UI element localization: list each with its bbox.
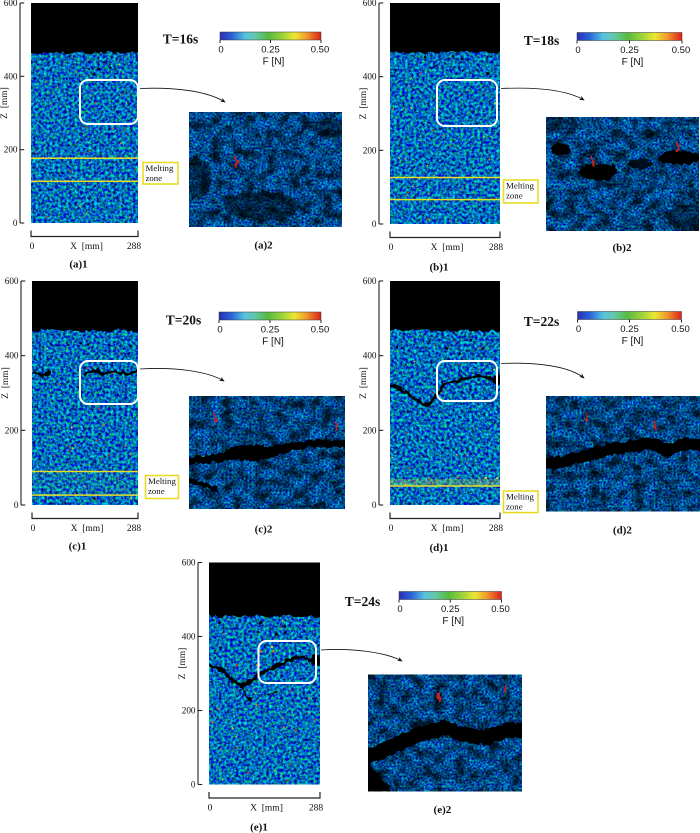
svg-text:288: 288 xyxy=(127,242,142,252)
svg-text:400: 400 xyxy=(182,632,196,642)
svg-text:400: 400 xyxy=(363,351,377,361)
svg-text:Melting: Melting xyxy=(506,492,534,502)
svg-text:Z [mm]: Z [mm] xyxy=(359,88,369,120)
svg-text:200: 200 xyxy=(363,145,377,155)
svg-text:288: 288 xyxy=(489,243,504,253)
svg-text:0.50: 0.50 xyxy=(491,604,510,615)
svg-text:0: 0 xyxy=(31,524,36,534)
svg-text:(d)2: (d)2 xyxy=(613,525,632,537)
svg-text:zone: zone xyxy=(506,191,523,201)
svg-text:X [mm]: X [mm] xyxy=(431,524,464,534)
svg-text:288: 288 xyxy=(127,524,142,534)
svg-text:F [N]: F [N] xyxy=(263,57,285,68)
svg-text:0: 0 xyxy=(191,780,196,790)
svg-text:Z [mm]: Z [mm] xyxy=(359,367,369,399)
svg-text:200: 200 xyxy=(4,145,18,155)
svg-text:0.50: 0.50 xyxy=(672,45,691,56)
svg-text:0: 0 xyxy=(13,218,18,228)
svg-text:0: 0 xyxy=(218,45,223,56)
svg-text:T=20s: T=20s xyxy=(166,313,201,328)
svg-text:Z [mm]: Z [mm] xyxy=(178,648,188,680)
svg-text:0: 0 xyxy=(576,324,581,335)
svg-text:X [mm]: X [mm] xyxy=(431,243,464,253)
svg-text:288: 288 xyxy=(489,524,504,534)
svg-text:600: 600 xyxy=(182,558,196,568)
svg-text:zone: zone xyxy=(506,502,523,512)
svg-text:X [mm]: X [mm] xyxy=(70,242,103,252)
svg-text:0: 0 xyxy=(389,524,394,534)
svg-text:0: 0 xyxy=(397,604,402,615)
svg-text:(a)1: (a)1 xyxy=(69,259,87,271)
svg-text:200: 200 xyxy=(5,425,19,435)
svg-text:T=24s: T=24s xyxy=(345,594,380,609)
svg-text:600: 600 xyxy=(4,0,18,8)
svg-text:T=18s: T=18s xyxy=(524,33,559,48)
svg-text:X [mm]: X [mm] xyxy=(71,524,104,534)
svg-text:(b)2: (b)2 xyxy=(613,242,632,254)
svg-text:Z [mm]: Z [mm] xyxy=(0,87,10,119)
svg-text:400: 400 xyxy=(5,351,19,361)
svg-text:(e)1: (e)1 xyxy=(250,822,268,833)
svg-text:Melting: Melting xyxy=(146,163,174,173)
svg-text:Z [mm]: Z [mm] xyxy=(1,367,11,399)
svg-text:zone: zone xyxy=(146,173,163,183)
svg-text:0.25: 0.25 xyxy=(620,45,639,56)
svg-text:600: 600 xyxy=(363,0,377,8)
svg-text:0: 0 xyxy=(372,219,377,229)
svg-text:(c)2: (c)2 xyxy=(255,523,273,535)
svg-text:0.50: 0.50 xyxy=(311,325,330,336)
svg-text:Melting: Melting xyxy=(148,476,176,486)
svg-text:288: 288 xyxy=(309,804,324,814)
svg-text:600: 600 xyxy=(5,276,19,286)
svg-text:F [N]: F [N] xyxy=(622,57,644,68)
svg-text:0: 0 xyxy=(217,325,222,336)
svg-text:(e)2: (e)2 xyxy=(434,804,452,816)
svg-text:0.25: 0.25 xyxy=(441,604,460,615)
svg-text:(c)1: (c)1 xyxy=(69,540,87,552)
svg-text:(d)1: (d)1 xyxy=(430,542,449,554)
svg-text:0: 0 xyxy=(389,243,394,253)
svg-text:F [N]: F [N] xyxy=(262,337,284,348)
svg-text:zone: zone xyxy=(148,486,165,496)
svg-text:400: 400 xyxy=(363,72,377,82)
svg-text:0: 0 xyxy=(575,45,580,56)
svg-text:0: 0 xyxy=(14,500,19,510)
svg-text:(b)1: (b)1 xyxy=(430,262,449,274)
svg-text:0.50: 0.50 xyxy=(311,45,330,56)
svg-text:F [N]: F [N] xyxy=(622,336,644,347)
svg-text:0.25: 0.25 xyxy=(620,324,639,335)
svg-text:Melting: Melting xyxy=(506,181,534,191)
svg-text:0: 0 xyxy=(372,500,377,510)
svg-text:F [N]: F [N] xyxy=(442,616,464,627)
svg-text:T=22s: T=22s xyxy=(524,314,559,329)
svg-text:X [mm]: X [mm] xyxy=(250,804,283,814)
svg-text:400: 400 xyxy=(4,71,18,81)
svg-text:(a)2: (a)2 xyxy=(254,240,273,252)
svg-text:200: 200 xyxy=(182,706,196,716)
svg-text:600: 600 xyxy=(363,276,377,286)
svg-text:200: 200 xyxy=(363,425,377,435)
svg-text:T=16s: T=16s xyxy=(163,32,198,47)
svg-text:0.25: 0.25 xyxy=(261,45,280,56)
svg-text:0.25: 0.25 xyxy=(261,325,280,336)
svg-text:0: 0 xyxy=(208,804,213,814)
svg-text:0.50: 0.50 xyxy=(671,324,690,335)
svg-text:0: 0 xyxy=(30,242,35,252)
